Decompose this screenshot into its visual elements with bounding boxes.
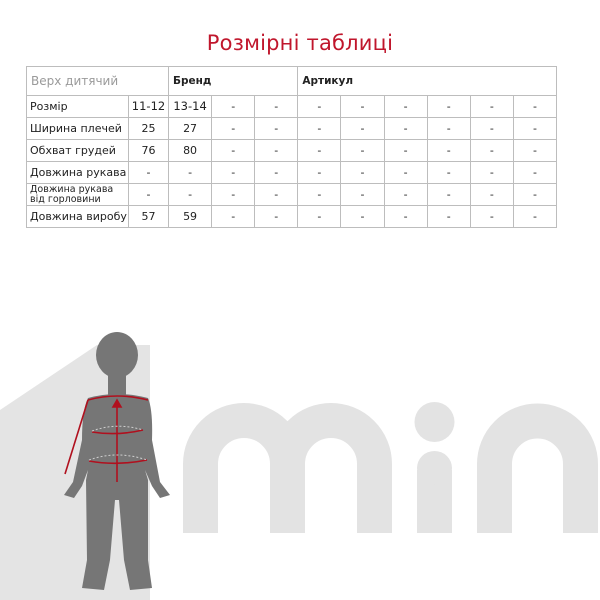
table-cell: - (426, 117, 471, 140)
table-cell: - (383, 117, 428, 140)
row-label: Довжина рукава (26, 161, 129, 184)
table-cell: 59 (168, 205, 213, 228)
table-cell: - (340, 205, 385, 228)
table-row: Ширина плечей 25 27- - - - - - - - (26, 117, 558, 140)
table-cell: - (469, 205, 514, 228)
table-cell: - (426, 161, 471, 184)
table-row: Довжина виробу 57 59- - - - - - - - (26, 205, 558, 228)
table-row: Обхват грудей 76 80- - - - - - - - (26, 139, 558, 162)
table-cell: - (426, 183, 471, 206)
table-row: Розмір 11-12 13-14- - - - - - - - (26, 95, 558, 118)
table-cell: - (168, 161, 213, 184)
article-label: Артикул (297, 66, 557, 96)
measurement-lines (64, 395, 149, 482)
table-cell: - (211, 183, 256, 206)
table-cell: - (383, 139, 428, 162)
table-cell: - (254, 205, 299, 228)
logo-letter-n (477, 403, 598, 533)
page-title: Розмірні таблиці (206, 31, 394, 55)
table-cell: 27 (168, 117, 213, 140)
table-cell: 13-14 (168, 95, 213, 118)
table-cell: - (426, 139, 471, 162)
logo-i-dot (414, 402, 455, 442)
table-cell: - (426, 95, 471, 118)
table-cell: - (469, 183, 514, 206)
table-cell: 25 (127, 117, 170, 140)
table-cell: - (512, 95, 558, 118)
brand-logo (183, 403, 598, 533)
table-cell: 57 (127, 205, 170, 228)
row-label: Обхват грудей (26, 139, 129, 162)
child-silhouette (64, 332, 170, 590)
table-cell: - (383, 95, 428, 118)
table-cell: - (168, 183, 213, 206)
table-cell: - (211, 95, 256, 118)
table-cell: - (340, 161, 385, 184)
table-cell: - (254, 117, 299, 140)
category-label: Верх дитячий (25, 66, 170, 96)
table-cell: - (297, 139, 342, 162)
row-label: Ширина плечей (26, 117, 129, 140)
table-cell: - (469, 139, 514, 162)
table-cell: - (254, 161, 299, 184)
table-cell: - (426, 205, 471, 228)
table-cell: - (297, 161, 342, 184)
table-cell: - (297, 95, 342, 118)
table-cell: - (512, 183, 558, 206)
table-cell: - (254, 139, 299, 162)
table-cell: - (469, 117, 514, 140)
row-label: Розмір (26, 95, 129, 118)
table-cell: - (211, 205, 256, 228)
brand-label: Бренд (168, 66, 299, 96)
table-row: Довжина рукава - - - - - - - - - - (26, 161, 558, 184)
logo-letter-m (183, 403, 392, 533)
table-cell: - (127, 161, 170, 184)
table-cell: - (127, 183, 170, 206)
table-cell: - (297, 183, 342, 206)
table-cell: - (469, 95, 514, 118)
table-cell: - (297, 117, 342, 140)
table-cell: 11-12 (127, 95, 170, 118)
table-cell: - (469, 161, 514, 184)
table-cell: - (211, 139, 256, 162)
table-cell: - (254, 95, 299, 118)
table-cell: - (297, 205, 342, 228)
table-cell: - (383, 205, 428, 228)
table-cell: - (383, 161, 428, 184)
table-cell: - (383, 183, 428, 206)
table-cell: - (340, 117, 385, 140)
size-table: Верх дитячий Бренд Артикул Розмір 11-12 13… (25, 66, 558, 228)
row-label: Довжина рукава від горловини (26, 183, 129, 206)
table-cell: - (211, 161, 256, 184)
table-cell: - (512, 117, 558, 140)
table-cell: - (512, 205, 558, 228)
table-cell: - (340, 183, 385, 206)
table-row: Довжина рукава від горловини - - - - - - - - - - (26, 183, 558, 206)
table-cell: - (512, 139, 558, 162)
table-cell: - (211, 117, 256, 140)
table-cell: - (254, 183, 299, 206)
table-cell: 76 (127, 139, 170, 162)
table-cell: - (512, 161, 558, 184)
table-header-row: Верх дитячий Бренд Артикул (25, 66, 557, 96)
table-cell: - (340, 95, 385, 118)
row-label: Довжина виробу (26, 205, 129, 228)
table-cell: 80 (168, 139, 213, 162)
table-cell: - (340, 139, 385, 162)
